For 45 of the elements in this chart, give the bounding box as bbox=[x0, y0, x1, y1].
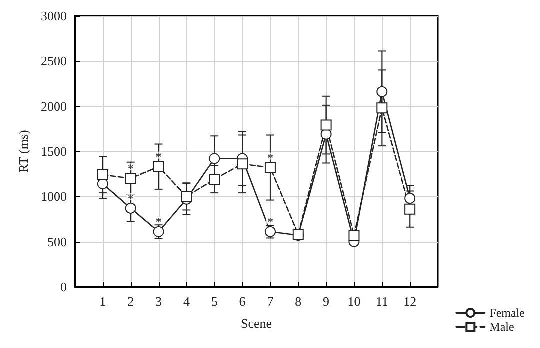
point bbox=[125, 202, 136, 214]
y-tick-label: 2500 bbox=[41, 54, 67, 69]
legend-label: Female bbox=[490, 306, 526, 320]
point bbox=[209, 153, 220, 164]
point bbox=[264, 162, 276, 174]
x-tick-label: 9 bbox=[323, 294, 330, 309]
x-tick-label: 5 bbox=[211, 294, 218, 309]
y-tick-label: 500 bbox=[48, 234, 67, 250]
y-axis-title: RT (ms) bbox=[16, 130, 32, 173]
y-tick-label: 1000 bbox=[41, 189, 67, 204]
point bbox=[125, 173, 136, 184]
annotation: * bbox=[156, 150, 162, 164]
x-tick-label: 7 bbox=[267, 294, 274, 309]
point bbox=[181, 191, 192, 202]
x-tick-label: 2 bbox=[128, 294, 134, 309]
x-tick-label: 4 bbox=[183, 294, 190, 309]
point bbox=[209, 174, 220, 186]
y-tick-label: 3000 bbox=[41, 8, 67, 24]
y-tick-label: 0 bbox=[60, 280, 67, 294]
point bbox=[292, 229, 304, 240]
point bbox=[376, 86, 388, 98]
x-tick-label: 11 bbox=[376, 294, 388, 309]
legend-label: Male bbox=[490, 320, 514, 334]
annotation: * bbox=[128, 162, 134, 176]
x-tick-label: 12 bbox=[404, 294, 417, 309]
x-tick-label: 10 bbox=[348, 294, 361, 309]
point bbox=[404, 192, 416, 204]
point bbox=[404, 204, 416, 215]
annotation: * bbox=[267, 214, 274, 229]
point bbox=[153, 161, 164, 172]
x-axis-title: Scene bbox=[240, 316, 272, 331]
x-tick-label: 3 bbox=[156, 294, 162, 309]
x-tick-label: 6 bbox=[239, 294, 246, 309]
point bbox=[237, 158, 248, 170]
annotation: * bbox=[267, 150, 274, 165]
point bbox=[376, 102, 388, 114]
y-tick-label: 1500 bbox=[41, 144, 67, 159]
point bbox=[97, 169, 108, 180]
annotation: * bbox=[156, 214, 162, 229]
annotation: * bbox=[128, 191, 134, 206]
point bbox=[348, 230, 360, 242]
point bbox=[320, 120, 332, 131]
x-tick-label: 1 bbox=[100, 294, 106, 309]
x-tick-label: 8 bbox=[295, 294, 302, 309]
y-tick-label: 2000 bbox=[41, 98, 67, 114]
